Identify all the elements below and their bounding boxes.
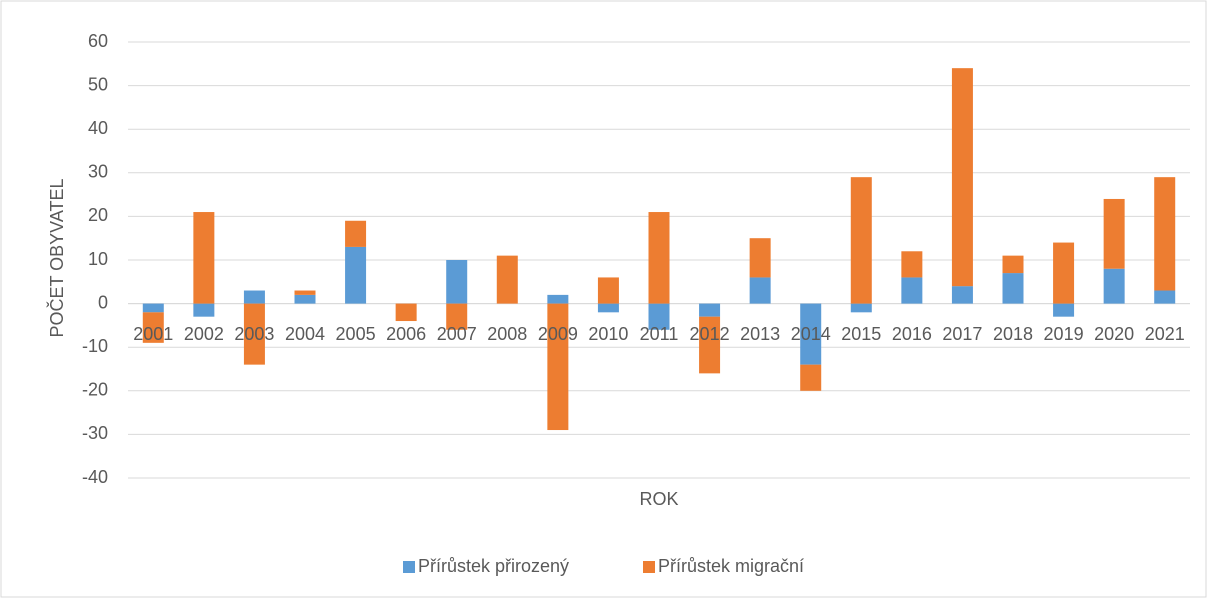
bar: [699, 303, 721, 317]
bar: [951, 68, 973, 287]
x-tick-label: 2011: [640, 324, 679, 344]
y-tick-label: -30: [82, 423, 108, 443]
x-tick-label: 2002: [184, 324, 224, 344]
x-tick-label: 2008: [487, 324, 527, 344]
legend-swatch: [403, 561, 415, 573]
x-tick-label: 2010: [588, 324, 628, 344]
bar: [648, 303, 670, 330]
bar: [345, 220, 367, 247]
y-tick-label: 40: [88, 118, 108, 138]
bar: [345, 246, 367, 304]
legend-label: Přírůstek migrační: [658, 556, 804, 576]
bar: [243, 290, 265, 304]
bar: [142, 312, 164, 343]
y-tick-label: 20: [88, 205, 108, 225]
bar: [597, 277, 619, 304]
bar: [446, 260, 468, 304]
x-tick-label: 2017: [942, 324, 982, 344]
bars: [142, 68, 1176, 431]
bar: [294, 290, 316, 295]
x-tick-label: 2004: [285, 324, 325, 344]
x-tick-label: 2001: [133, 324, 173, 344]
y-tick-label: 50: [88, 74, 108, 94]
bar: [496, 255, 518, 304]
bar: [951, 286, 973, 304]
bar: [749, 238, 771, 278]
y-tick-label: 10: [88, 249, 108, 269]
x-tick-label: 2007: [437, 324, 477, 344]
legend-swatch: [643, 561, 655, 573]
bar: [901, 251, 923, 278]
bar: [648, 212, 670, 304]
x-tick-label: 2009: [538, 324, 578, 344]
x-tick-label: 2018: [993, 324, 1033, 344]
bar: [547, 303, 569, 431]
bar: [699, 316, 721, 374]
x-tick-label: 2021: [1145, 324, 1185, 344]
y-tick-label: -40: [82, 467, 108, 487]
y-tick-label: 60: [88, 31, 108, 51]
y-tick-label: -20: [82, 380, 108, 400]
x-tick-label: 2003: [234, 324, 274, 344]
bar: [749, 277, 771, 304]
bar: [1002, 255, 1024, 274]
bar: [1103, 268, 1125, 304]
x-axis-title: ROK: [639, 489, 678, 509]
y-tick-label: 30: [88, 162, 108, 182]
bar: [1053, 242, 1075, 304]
x-tick-label: 2015: [841, 324, 881, 344]
legend-label: Přírůstek přirozený: [418, 556, 569, 576]
bar: [446, 303, 468, 330]
y-tick-label: 0: [98, 292, 108, 312]
bar: [800, 364, 822, 391]
y-axis-title: POČET OBYVATEL: [46, 178, 67, 337]
x-tick-label: 2019: [1044, 324, 1084, 344]
bar: [142, 303, 164, 313]
bar: [1154, 177, 1176, 291]
bar: [193, 303, 215, 317]
y-tick-label: -10: [82, 336, 108, 356]
bar: [850, 177, 872, 304]
bar: [547, 294, 569, 304]
x-tick-label: 2013: [740, 324, 780, 344]
bar: [901, 277, 923, 304]
labels: -40 -30 -20 -10 0 10 20 30 40 50 60 2001 2002 2003 200…: [82, 31, 1185, 487]
bar: [1053, 303, 1075, 317]
x-tick-label: 2006: [386, 324, 426, 344]
bar: [597, 303, 619, 313]
x-tick-label: 2016: [892, 324, 932, 344]
bar: [800, 303, 822, 365]
bar: [1154, 290, 1176, 304]
x-tick-label: 2012: [690, 324, 730, 344]
bar: [243, 303, 265, 365]
x-tick-label: 2020: [1094, 324, 1134, 344]
bar: [1002, 273, 1024, 304]
bar: [294, 294, 316, 304]
bar: [850, 303, 872, 313]
bar: [1103, 198, 1125, 269]
x-tick-label: 2005: [336, 324, 376, 344]
bar: [193, 212, 215, 304]
bar: [395, 303, 417, 322]
x-tick-label: 2014: [791, 324, 831, 344]
